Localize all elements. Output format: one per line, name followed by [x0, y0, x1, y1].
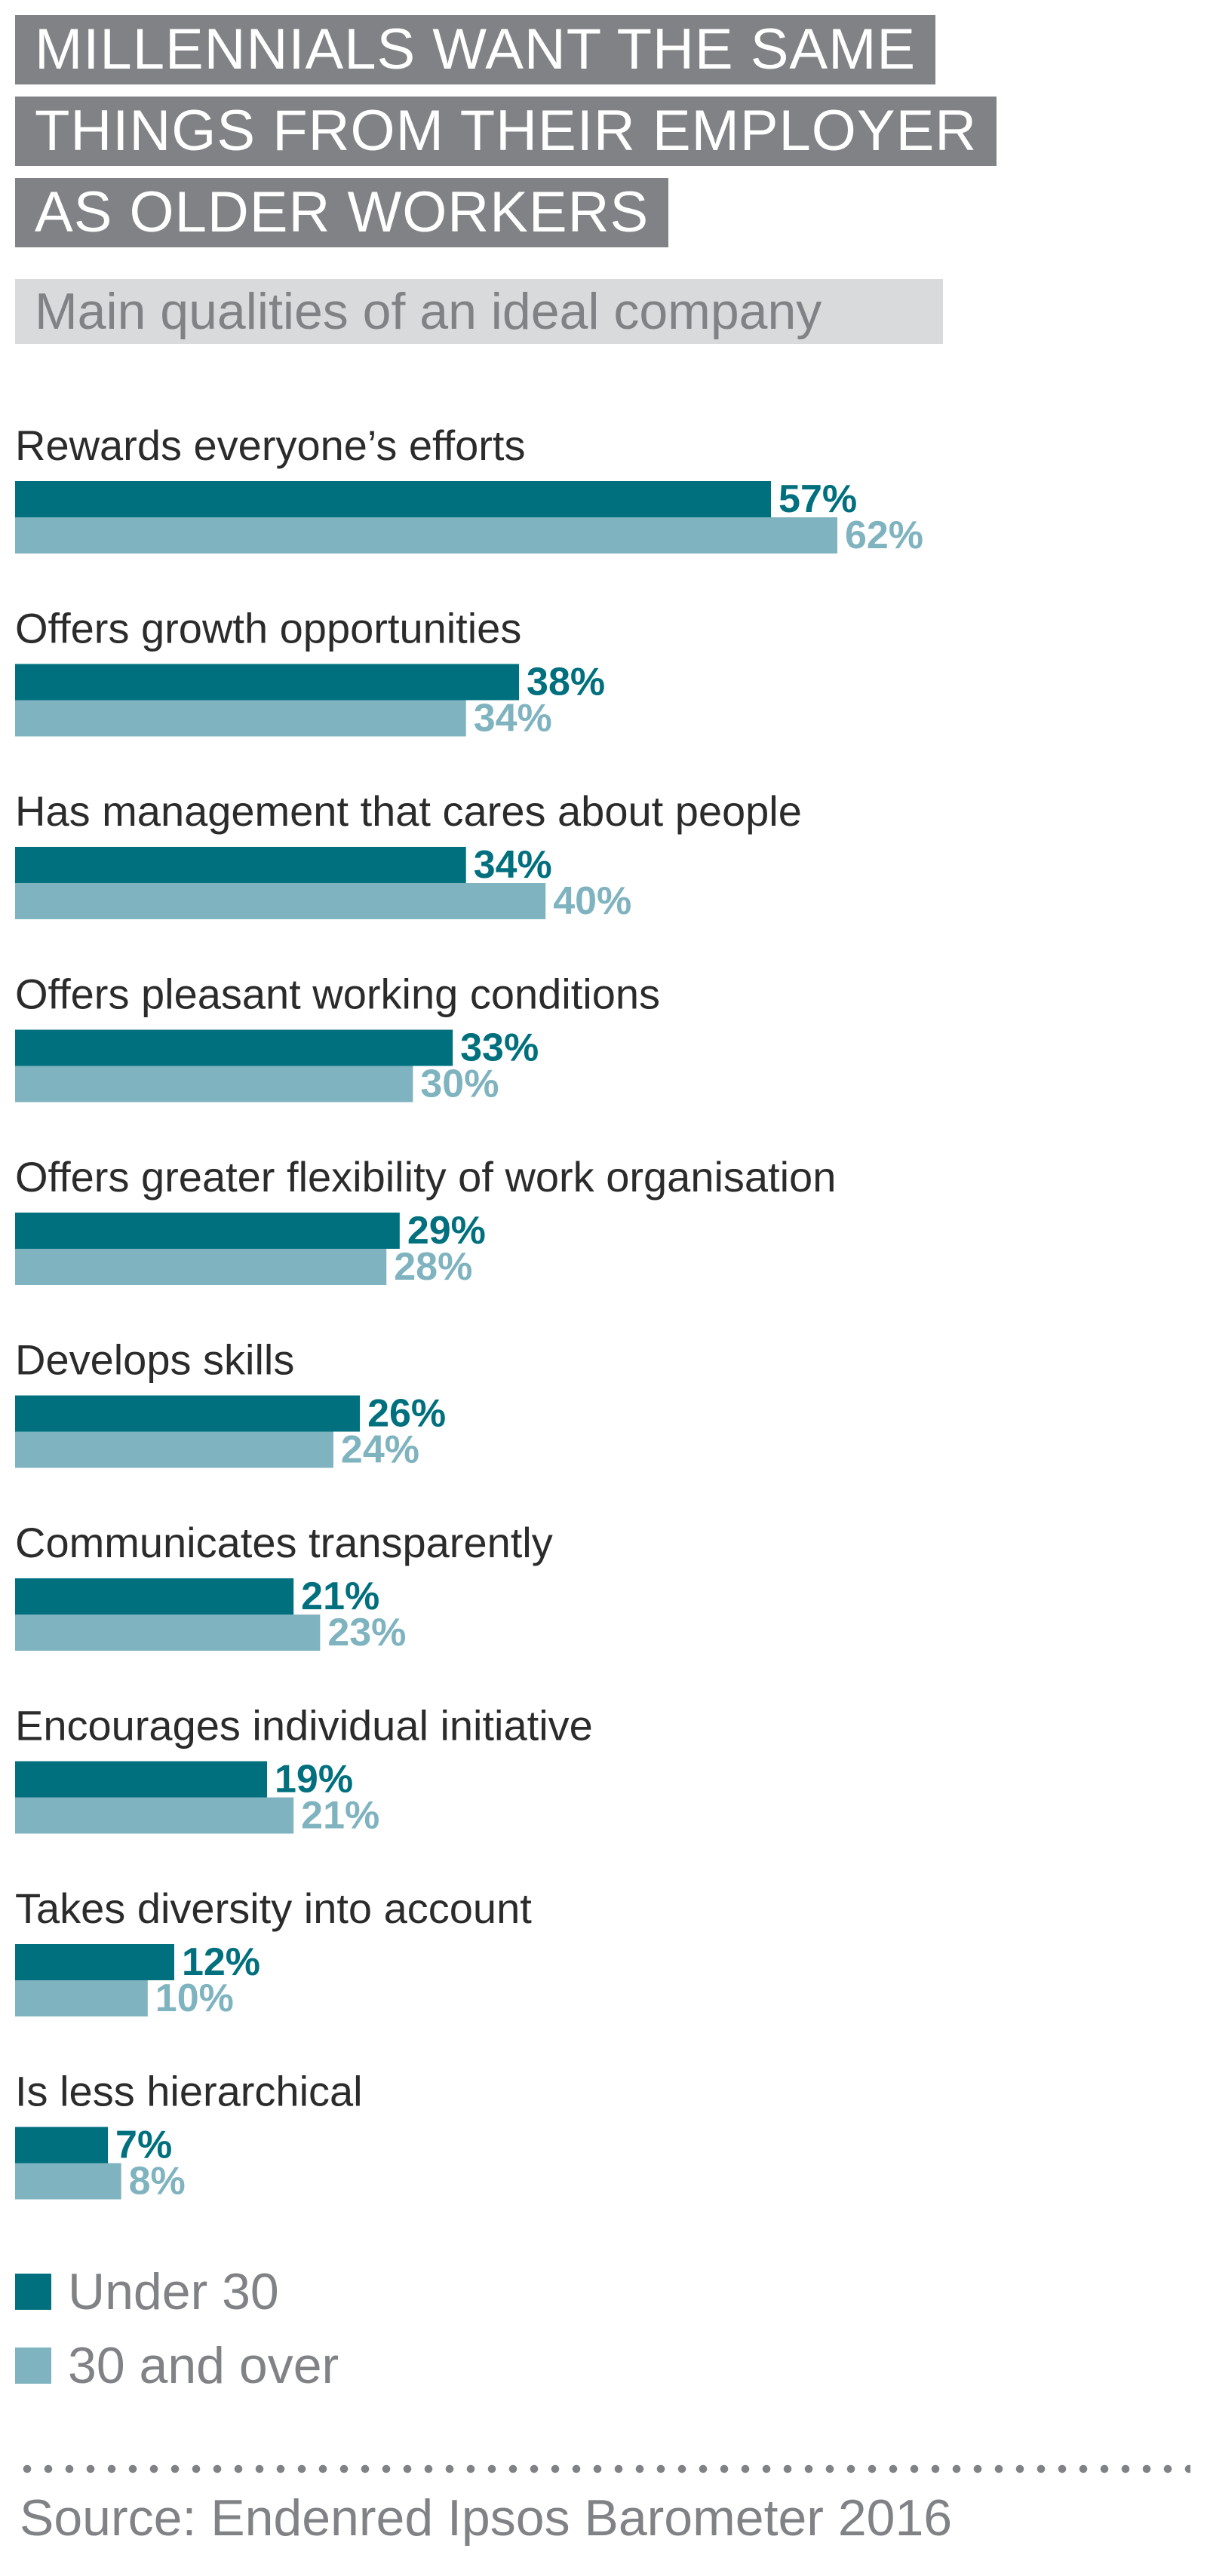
legend: Under 30 30 and over: [15, 2255, 339, 2403]
title-line-2: THINGS FROM THEIR EMPLOYER: [15, 97, 997, 166]
bar-chart: Rewards everyone’s efforts 57%62% Offers g…: [15, 422, 923, 2203]
category-label: Offers pleasant working conditions: [15, 971, 660, 1018]
value-label-under30: 26%: [367, 1392, 446, 1436]
value-label-under30: 34%: [474, 843, 552, 887]
legend-label-under30: Under 30: [68, 2263, 279, 2320]
bar-over30: [15, 1797, 294, 1834]
value-label-over30: 24%: [341, 1428, 419, 1472]
value-label-over30: 30%: [420, 1063, 499, 1106]
category-label: Is less hierarchical: [15, 2068, 363, 2115]
bar-under30: [15, 1944, 174, 1980]
value-label-over30: 40%: [553, 879, 631, 923]
chart-subtitle: Main qualities of an ideal company: [15, 279, 943, 344]
category-label: Offers growth opportunities: [15, 605, 521, 652]
value-label-under30: 19%: [275, 1758, 353, 1802]
bar-under30: [15, 1761, 268, 1798]
value-label-under30: 38%: [527, 661, 605, 704]
bar-over30: [15, 700, 466, 737]
legend-swatch-under30: [15, 2274, 51, 2310]
bar-over30: [15, 1431, 333, 1468]
bar-over30: [15, 517, 837, 554]
category-label: Takes diversity into account: [15, 1884, 532, 1932]
bar-over30: [15, 1980, 148, 2016]
value-label-over30: 21%: [301, 1794, 379, 1838]
legend-swatch-over30: [15, 2348, 51, 2384]
legend-item-under30: Under 30: [15, 2255, 339, 2329]
value-label-under30: 33%: [460, 1026, 539, 1070]
legend-item-over30: 30 and over: [15, 2329, 339, 2403]
bar-under30: [15, 1213, 400, 1249]
bar-over30: [15, 1615, 321, 1651]
value-label-over30: 34%: [474, 697, 552, 741]
value-label-over30: 8%: [129, 2160, 186, 2203]
bar-over30: [15, 2163, 121, 2200]
value-label-over30: 23%: [327, 1611, 406, 1654]
title-line-3: AS OLDER WORKERS: [15, 178, 669, 247]
bar-over30: [15, 883, 546, 919]
value-label-under30: 57%: [779, 477, 857, 521]
value-label-under30: 12%: [182, 1940, 260, 1984]
title-line-1: MILLENNIALS WANT THE SAME: [15, 15, 936, 84]
category-label: Offers greater flexibility of work organ…: [15, 1153, 836, 1201]
value-label-under30: 29%: [407, 1209, 486, 1253]
bar-under30: [15, 1395, 361, 1432]
bar-under30: [15, 481, 772, 517]
value-label-under30: 21%: [301, 1575, 379, 1618]
category-label: Encourages individual initiative: [15, 1702, 593, 1750]
bar-under30: [15, 664, 520, 701]
title-block: MILLENNIALS WANT THE SAME THINGS FROM TH…: [15, 15, 997, 259]
value-label-over30: 28%: [394, 1245, 472, 1289]
value-label-over30: 62%: [845, 514, 923, 557]
category-label: Has management that cares about people: [15, 787, 802, 835]
category-label: Develops skills: [15, 1336, 294, 1384]
legend-label-over30: 30 and over: [68, 2337, 339, 2394]
dotted-divider: [17, 2464, 1190, 2473]
bar-under30: [15, 2127, 109, 2164]
bar-over30: [15, 1249, 387, 1285]
bar-under30: [15, 847, 466, 883]
value-label-under30: 7%: [115, 2124, 172, 2167]
bar-under30: [15, 1029, 453, 1066]
source-note: Source: Endenred Ipsos Barometer 2016: [20, 2489, 953, 2547]
category-label: Rewards everyone’s efforts: [15, 422, 525, 469]
value-label-over30: 10%: [155, 1976, 234, 2020]
bar-under30: [15, 1578, 294, 1615]
bar-over30: [15, 1066, 413, 1102]
category-label: Communicates transparently: [15, 1519, 553, 1566]
